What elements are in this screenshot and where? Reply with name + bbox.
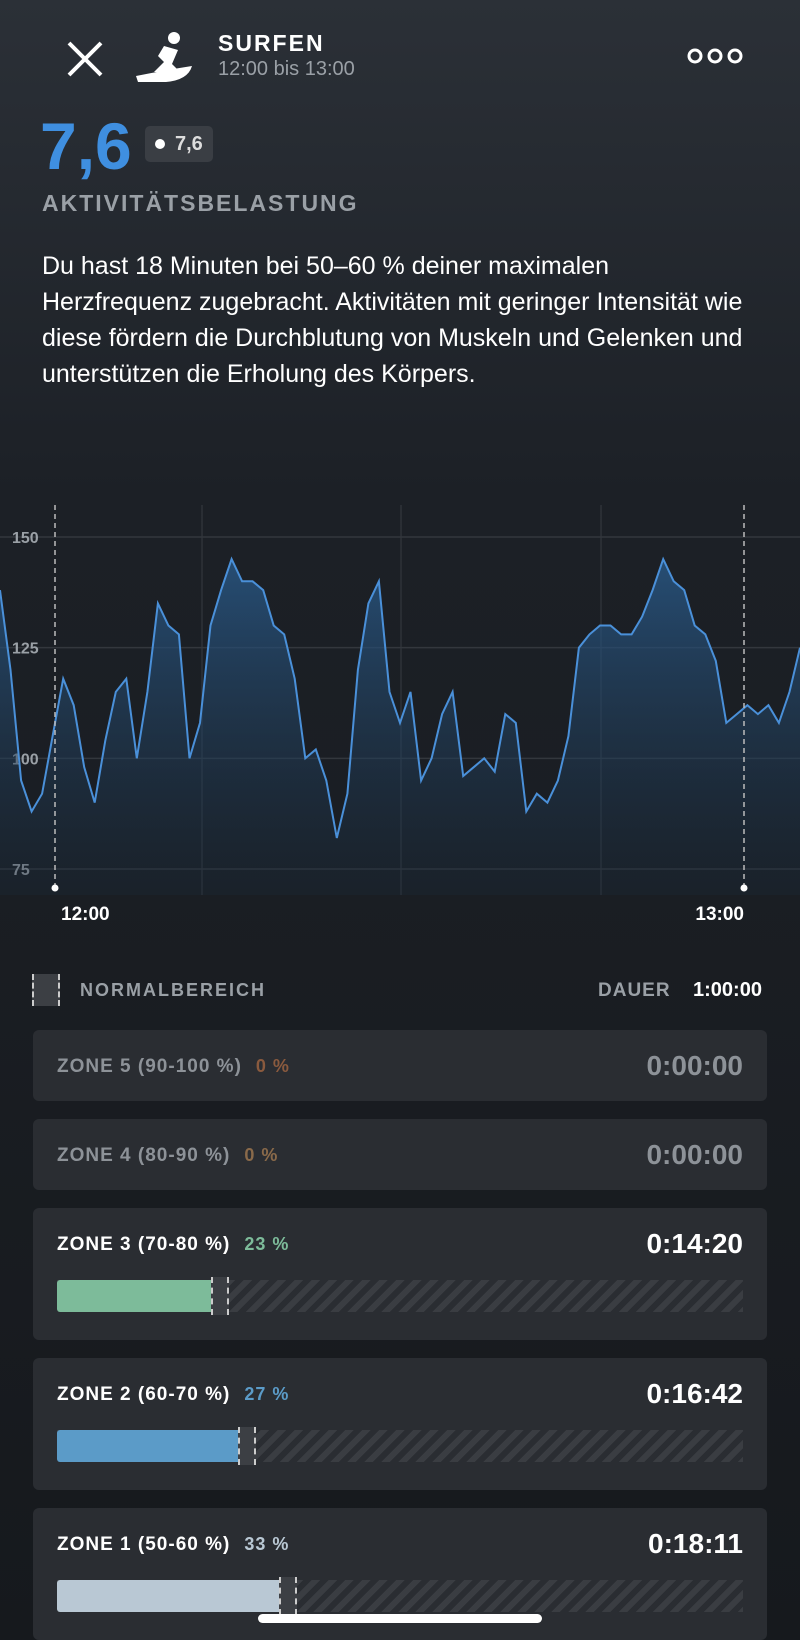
legend-normal: NORMALBEREICH	[80, 980, 266, 1000]
description: Du hast 18 Minuten bei 50–60 % deiner ma…	[42, 252, 743, 388]
normal-range	[210, 1277, 229, 1315]
zone-percent: 23 %	[244, 1234, 290, 1254]
zone-duration: 0:14:20	[646, 1228, 743, 1259]
zone-bar	[57, 1580, 284, 1612]
zone-card: ZONE 5 (90-100 %) 0 % 0:00:00	[33, 1030, 767, 1101]
score-badge: 7,6	[145, 126, 213, 162]
surf-icon	[136, 32, 192, 82]
y-tick-label: 150	[12, 530, 39, 547]
score: 7,6	[40, 109, 132, 183]
duration-label: DAUER	[598, 980, 671, 1001]
zone-name: ZONE 1 (50-60 %) 33 %	[57, 1534, 289, 1556]
zone-track	[57, 1577, 743, 1615]
area	[0, 559, 800, 895]
title: SURFEN	[218, 30, 325, 56]
zone-duration: 0:00:00	[646, 1050, 743, 1081]
time-marker-dot	[51, 884, 59, 892]
badge-dot	[155, 139, 165, 149]
zone-name: ZONE 5 (90-100 %) 0 %	[57, 1056, 290, 1078]
normal-range	[238, 1427, 257, 1465]
zone-name-text: ZONE 4 (80-90 %)	[57, 1145, 231, 1166]
zone-track	[57, 1277, 743, 1315]
score-label: AKTIVITÄTSBELASTUNG	[42, 190, 359, 216]
zone-duration: 0:00:00	[646, 1139, 743, 1170]
zone-percent: 0 %	[255, 1056, 290, 1076]
zone-duration: 0:16:42	[646, 1378, 743, 1409]
duration-total: 1:00:00	[693, 979, 762, 1001]
subtitle: 12:00 bis 13:00	[218, 58, 355, 80]
close-button[interactable]	[66, 40, 104, 78]
zone-name-text: ZONE 1 (50-60 %)	[57, 1534, 231, 1555]
zone-percent: 0 %	[244, 1145, 279, 1165]
zone-card: ZONE 3 (70-80 %) 23 % 0:14:20	[33, 1208, 767, 1340]
zone-bar	[57, 1430, 243, 1462]
zone-bar	[57, 1280, 215, 1312]
time-marker-dot	[740, 884, 748, 892]
y-tick-label: 125	[12, 641, 39, 658]
zone-name: ZONE 2 (60-70 %) 27 %	[57, 1384, 289, 1406]
heart-rate-line	[0, 556, 800, 839]
zone-card: ZONE 4 (80-90 %) 0 % 0:00:00	[33, 1119, 767, 1190]
zone-name-text: ZONE 2 (60-70 %)	[57, 1384, 231, 1405]
zone-track	[57, 1427, 743, 1465]
zone-name: ZONE 3 (70-80 %) 23 %	[57, 1234, 289, 1256]
zone-percent: 27 %	[244, 1384, 290, 1404]
zone-card: ZONE 2 (60-70 %) 27 % 0:16:42	[33, 1358, 767, 1490]
zone-name-text: ZONE 3 (70-80 %)	[57, 1234, 231, 1255]
home-indicator	[258, 1614, 542, 1623]
more-button[interactable]	[686, 46, 744, 66]
x-tick-label: 12:00	[61, 904, 110, 925]
x-tick-label: 13:00	[695, 904, 744, 925]
normal-range	[279, 1577, 298, 1615]
badge-text: 7,6	[175, 133, 203, 155]
zone-name: ZONE 4 (80-90 %) 0 %	[57, 1145, 278, 1167]
zone-name-text: ZONE 5 (90-100 %)	[57, 1056, 242, 1077]
zone-duration: 0:18:11	[648, 1528, 743, 1559]
zone-percent: 33 %	[244, 1534, 290, 1554]
normal-range-icon	[32, 974, 60, 1006]
